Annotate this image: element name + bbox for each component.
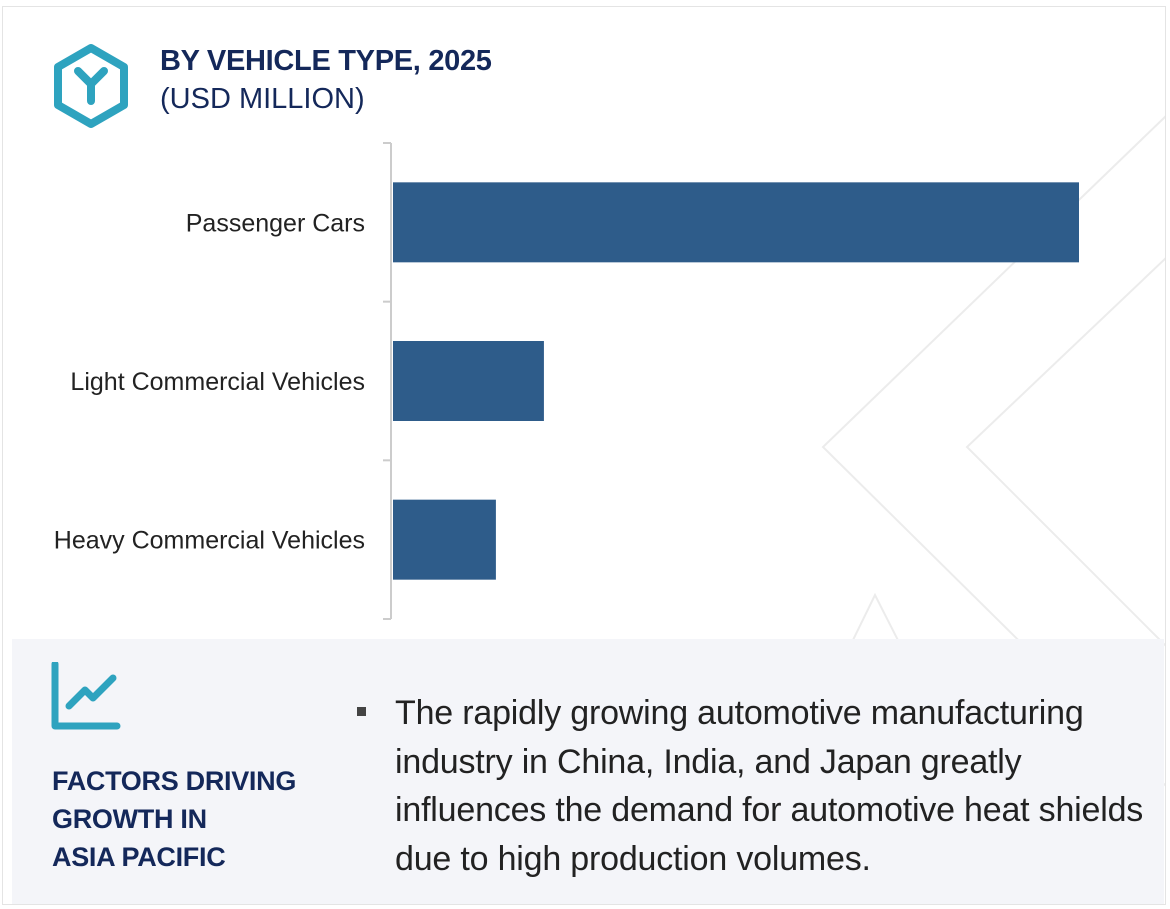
category-label: Light Commercial Vehicles <box>70 368 365 396</box>
chart-title: BY VEHICLE TYPE, 2025 <box>160 45 492 77</box>
bullet-text: The rapidly growing automotive manufactu… <box>395 694 1144 878</box>
category-label: Passenger Cars <box>186 209 365 237</box>
factors-title-line: GROWTH IN <box>52 804 207 834</box>
chart-subtitle: (USD MILLION) <box>160 83 365 115</box>
hexagon-y-icon <box>54 44 128 128</box>
factors-title-line: FACTORS DRIVING <box>52 766 297 796</box>
factors-panel <box>12 639 1164 904</box>
factors-title: FACTORS DRIVING GROWTH IN ASIA PACIFIC <box>52 762 322 876</box>
infographic-card: BY VEHICLE TYPE, 2025 (USD MILLION) Pass… <box>2 6 1166 905</box>
factors-title-line: ASIA PACIFIC <box>52 842 226 872</box>
bar-passenger-cars <box>393 182 1079 263</box>
bullet-marker <box>357 707 366 716</box>
bar-light-commercial-vehicles <box>393 341 544 421</box>
bar-heavy-commercial-vehicles <box>393 499 496 580</box>
line-chart-icon <box>51 662 121 730</box>
category-label: Heavy Commercial Vehicles <box>54 527 365 555</box>
bar-chart: Passenger Cars Light Commercial Vehicles H… <box>54 142 1079 620</box>
